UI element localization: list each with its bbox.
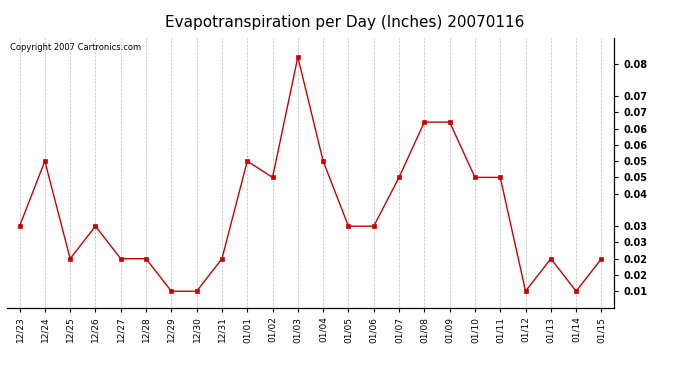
Text: Evapotranspiration per Day (Inches) 20070116: Evapotranspiration per Day (Inches) 2007…: [166, 15, 524, 30]
Text: Copyright 2007 Cartronics.com: Copyright 2007 Cartronics.com: [10, 43, 141, 52]
